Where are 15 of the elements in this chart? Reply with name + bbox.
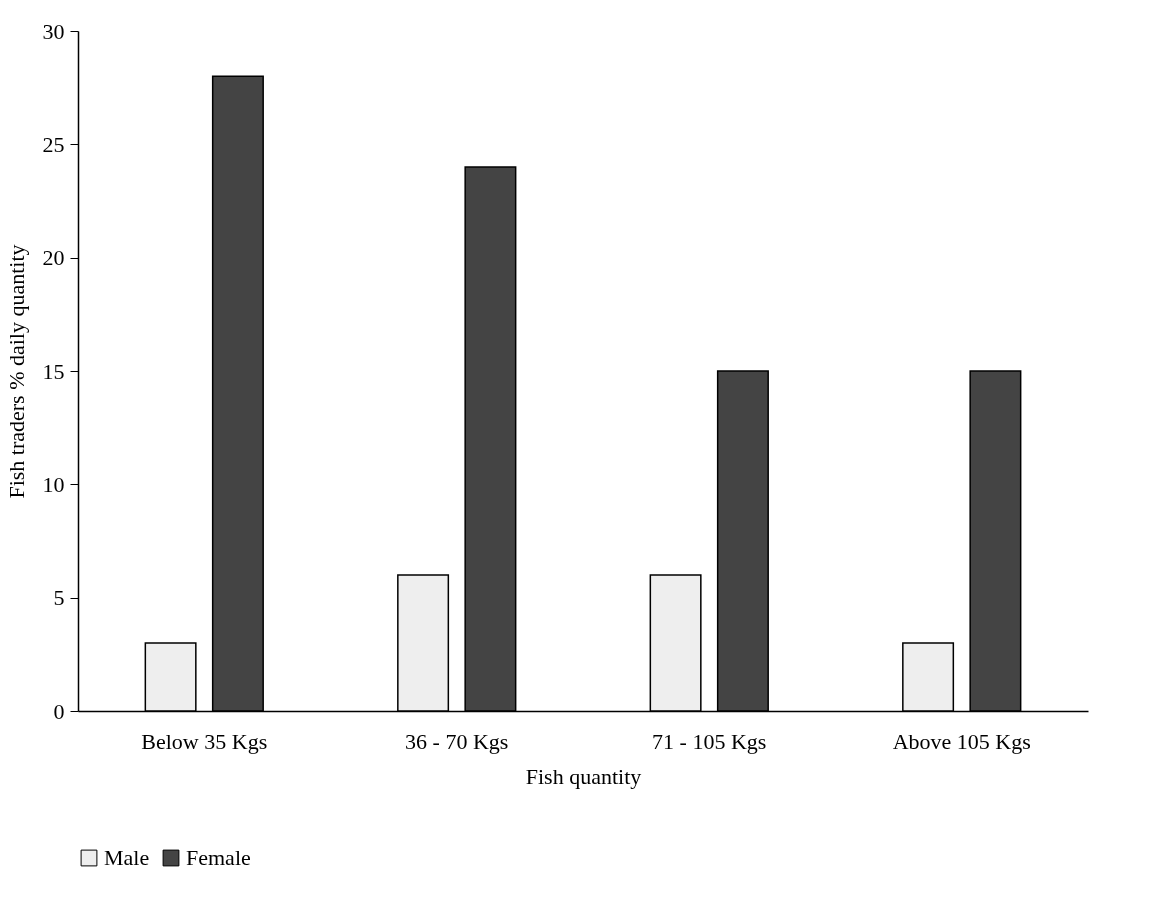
y-tick-label: 30 (42, 18, 65, 44)
y-tick-label: 0 (53, 698, 65, 724)
y-tick-label: 20 (42, 245, 65, 271)
y-axis-title: Fish traders % daily quantity (3, 244, 29, 499)
y-tick-label: 10 (42, 471, 65, 497)
x-tick-label: Above 105 Kgs (892, 728, 1031, 754)
legend-label: Female (186, 845, 251, 870)
x-tick-label: Below 35 Kgs (141, 728, 268, 754)
y-tick-label: 5 (53, 585, 65, 611)
x-axis-title: Fish quantity (525, 763, 642, 789)
legend-label: Male (104, 845, 150, 870)
y-tick-label: 15 (42, 358, 65, 384)
x-tick-label: 71 - 105 Kgs (652, 728, 767, 754)
x-tick-label: 36 - 70 Kgs (405, 728, 509, 754)
y-tick-label: 25 (42, 131, 65, 157)
